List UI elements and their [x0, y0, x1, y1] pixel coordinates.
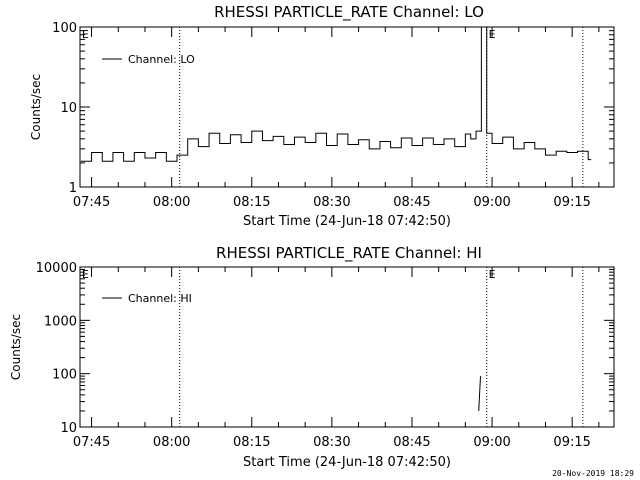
hi-x-tick-label: 09:00 [473, 435, 510, 450]
lo-channel-panel: RHESSI PARTICLE_RATE Channel: LO 110100 … [29, 3, 615, 229]
lo-x-tick-label: 09:00 [473, 195, 510, 210]
hi-flag-marker: E [489, 268, 496, 281]
hi-x-tick-label: 08:30 [313, 435, 350, 450]
lo-y-tick-label: 1 [69, 181, 77, 196]
lo-x-tick-label: 08:30 [313, 195, 350, 210]
lo-legend: Channel: LO [102, 53, 195, 66]
lo-x-tick-label: 08:45 [393, 195, 430, 210]
hi-y-axis-label: Counts/sec [9, 314, 23, 380]
hi-y-tick-label: 10 [60, 421, 77, 436]
lo-y-axis-label: Counts/sec [29, 74, 43, 140]
lo-x-axis-label: Start Time (24-Jun-18 07:42:50) [243, 214, 451, 229]
hi-chart-title: RHESSI PARTICLE_RATE Channel: HI [216, 244, 482, 263]
generation-timestamp: 20-Nov-2019 18:29 [552, 469, 634, 478]
hi-x-axis: 07:45 08:00 08:15 08:30 08:45 09:00 09:15 [73, 267, 600, 450]
hi-vertical-markers [179, 267, 584, 427]
lo-series-line [80, 26, 592, 162]
hi-y-axis: 10 100 1000 10000 [36, 261, 614, 436]
lo-y-tick-label: 100 [52, 21, 77, 36]
lo-vertical-markers [179, 27, 584, 187]
hi-x-tick-label: 09:15 [553, 435, 590, 450]
hi-legend-label: Channel: HI [128, 292, 192, 305]
lo-x-axis: 07:45 08:00 08:15 08:30 08:45 09:00 09:15 [73, 27, 600, 210]
lo-flag-marker: E [489, 28, 496, 41]
hi-channel-panel: RHESSI PARTICLE_RATE Channel: HI 1010010… [9, 244, 615, 470]
lo-x-tick-label: 08:00 [153, 195, 190, 210]
lo-legend-label: Channel: LO [128, 53, 195, 66]
hi-x-tick-label: 08:00 [153, 435, 190, 450]
lo-y-axis: 1 10 100 [52, 21, 614, 196]
hi-x-tick-label: 08:15 [233, 435, 270, 450]
lo-y-tick-label: 10 [60, 101, 77, 116]
hi-y-tick-label: 10000 [36, 261, 77, 276]
hi-y-tick-label: 100 [52, 368, 77, 383]
hi-x-tick-label: 08:45 [393, 435, 430, 450]
lo-x-tick-label: 08:15 [233, 195, 270, 210]
hi-series-line [478, 376, 481, 411]
lo-chart-title: RHESSI PARTICLE_RATE Channel: LO [214, 3, 484, 22]
lo-x-tick-label: 07:45 [73, 195, 110, 210]
hi-flag-marker: E [82, 268, 89, 281]
hi-x-axis-label: Start Time (24-Jun-18 07:42:50) [243, 455, 451, 470]
hi-legend: Channel: HI [102, 292, 192, 305]
hi-y-tick-label: 1000 [44, 314, 77, 329]
lo-x-tick-label: 09:15 [553, 195, 590, 210]
hi-plot-frame [79, 266, 615, 428]
lo-plot-frame [79, 26, 615, 188]
lo-flag-marker: E [82, 28, 89, 41]
hi-x-tick-label: 07:45 [73, 435, 110, 450]
